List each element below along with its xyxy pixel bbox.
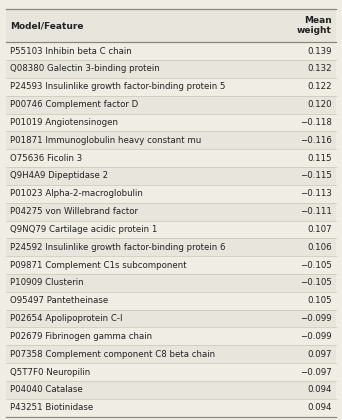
Text: −0.116: −0.116 (300, 136, 332, 145)
Bar (6, 399, 336, 417)
Text: Q9NQ79 Cartilage acidic protein 1: Q9NQ79 Cartilage acidic protein 1 (10, 225, 158, 234)
Text: 0.120: 0.120 (307, 100, 332, 109)
Text: −0.097: −0.097 (300, 368, 332, 377)
Text: Q5T7F0 Neuropilin: Q5T7F0 Neuropilin (10, 368, 91, 377)
Text: 0.105: 0.105 (307, 296, 332, 305)
Text: P09871 Complement C1s subcomponent: P09871 Complement C1s subcomponent (10, 260, 187, 270)
Text: P01871 Immunoglobulin heavy constant mu: P01871 Immunoglobulin heavy constant mu (10, 136, 201, 145)
Text: −0.115: −0.115 (300, 171, 332, 181)
Text: 0.122: 0.122 (307, 82, 332, 91)
Text: O75636 Ficolin 3: O75636 Ficolin 3 (10, 154, 82, 163)
Bar (6, 78, 336, 96)
Text: 0.132: 0.132 (307, 64, 332, 74)
Bar (6, 381, 336, 399)
Text: Mean
weight: Mean weight (297, 16, 332, 35)
Text: −0.105: −0.105 (300, 278, 332, 287)
Text: 0.094: 0.094 (307, 403, 332, 412)
Text: 0.094: 0.094 (307, 386, 332, 394)
Bar (6, 203, 336, 220)
Bar (6, 131, 336, 149)
Bar (6, 363, 336, 381)
Bar (6, 96, 336, 113)
Bar (6, 42, 336, 60)
Text: P07358 Complement component C8 beta chain: P07358 Complement component C8 beta chai… (10, 350, 215, 359)
Text: P43251 Biotinidase: P43251 Biotinidase (10, 403, 93, 412)
Bar (6, 310, 336, 328)
Text: −0.111: −0.111 (300, 207, 332, 216)
Text: 0.106: 0.106 (307, 243, 332, 252)
Bar (6, 149, 336, 167)
Text: 0.115: 0.115 (307, 154, 332, 163)
Bar (6, 238, 336, 256)
Bar (6, 167, 336, 185)
Text: P00746 Complement factor D: P00746 Complement factor D (10, 100, 139, 109)
Bar (6, 113, 336, 131)
Text: P01023 Alpha-2-macroglobulin: P01023 Alpha-2-macroglobulin (10, 189, 143, 198)
Bar (6, 185, 336, 203)
Text: −0.099: −0.099 (300, 332, 332, 341)
Text: 0.139: 0.139 (307, 47, 332, 55)
Text: −0.118: −0.118 (300, 118, 332, 127)
Text: P24593 Insulinlike growth factor-binding protein 5: P24593 Insulinlike growth factor-binding… (10, 82, 226, 91)
Text: −0.105: −0.105 (300, 260, 332, 270)
Text: O95497 Pantetheinase: O95497 Pantetheinase (10, 296, 108, 305)
Text: P02679 Fibrinogen gamma chain: P02679 Fibrinogen gamma chain (10, 332, 153, 341)
Bar (6, 274, 336, 292)
Bar (6, 256, 336, 274)
Text: −0.099: −0.099 (300, 314, 332, 323)
Bar (6, 345, 336, 363)
Text: P01019 Angiotensinogen: P01019 Angiotensinogen (10, 118, 118, 127)
Text: Q08380 Galectin 3-binding protein: Q08380 Galectin 3-binding protein (10, 64, 160, 74)
Text: Q9H4A9 Dipeptidase 2: Q9H4A9 Dipeptidase 2 (10, 171, 108, 181)
Bar (6, 220, 336, 238)
Text: P02654 Apolipoprotein C-I: P02654 Apolipoprotein C-I (10, 314, 123, 323)
Text: 0.097: 0.097 (307, 350, 332, 359)
Text: P55103 Inhibin beta C chain: P55103 Inhibin beta C chain (10, 47, 132, 55)
Text: −0.113: −0.113 (300, 189, 332, 198)
Bar (6, 328, 336, 345)
Text: P04040 Catalase: P04040 Catalase (10, 386, 83, 394)
Text: Model/Feature: Model/Feature (10, 21, 84, 30)
Bar (6, 60, 336, 78)
Text: P24592 Insulinlike growth factor-binding protein 6: P24592 Insulinlike growth factor-binding… (10, 243, 226, 252)
Text: P04275 von Willebrand factor: P04275 von Willebrand factor (10, 207, 138, 216)
Bar (6, 292, 336, 310)
Text: P10909 Clusterin: P10909 Clusterin (10, 278, 84, 287)
Text: 0.107: 0.107 (307, 225, 332, 234)
Bar (6, 9, 336, 42)
